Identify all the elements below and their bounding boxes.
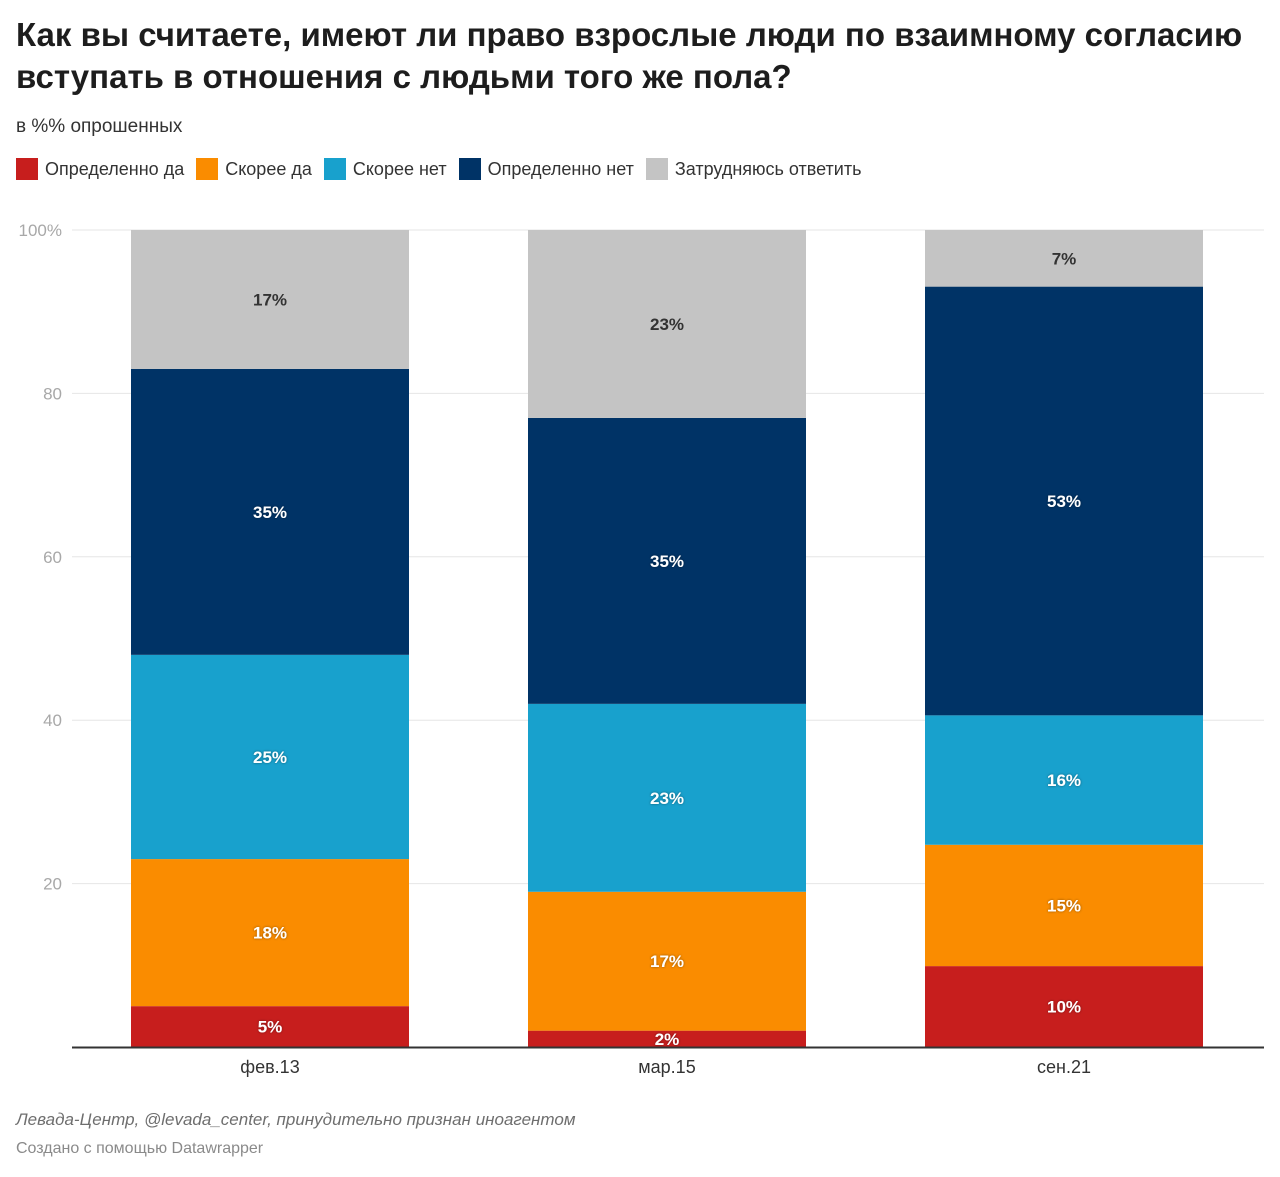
legend-item-rather-yes: Скорее да [196, 158, 312, 180]
x-tick-label: мар.15 [638, 1057, 695, 1077]
value-label: 35% [650, 552, 684, 571]
bar-stack [925, 230, 1203, 1047]
bars [131, 230, 1203, 1047]
value-label: 23% [650, 789, 684, 808]
value-label: 53% [1047, 492, 1081, 511]
legend-swatch [196, 158, 219, 180]
bar-segment [528, 230, 806, 418]
value-label: 16% [1047, 771, 1081, 790]
stacked-bar-chart: 20 40 60 80 100% 5% 18% 25% 35% 17% 2% 17% 23% 35% 23… [19, 221, 1264, 1077]
value-label: 18% [253, 924, 287, 943]
legend-swatch [16, 158, 38, 180]
bar-segment [925, 286, 1203, 716]
bar-segment [131, 230, 409, 369]
credit-note: Создано с помощью Datawrapper [16, 1140, 264, 1157]
y-tick-label: 100% [19, 221, 62, 240]
bar-segment [528, 417, 806, 704]
value-labels: 5% 18% 25% 35% 17% 2% 17% 23% 35% 23% 10% 15% 16% 53%… [253, 249, 1081, 1049]
x-axis: фев.13 мар.15 сен.21 [72, 1046, 1264, 1077]
bar-segment [925, 715, 1203, 845]
bar-segment [528, 891, 806, 1031]
value-label: 10% [1047, 998, 1081, 1017]
legend-item-hard-to-say: Затрудняюсь ответить [645, 158, 862, 180]
bar-segment [528, 703, 806, 892]
bar-segment [131, 1006, 409, 1047]
legend-item-rather-no: Скорее нет [323, 158, 447, 180]
y-tick-label: 40 [43, 711, 62, 730]
bar-segment [925, 966, 1203, 1047]
bar-segment [131, 368, 409, 655]
legend-label: Затрудняюсь ответить [674, 158, 862, 179]
legend-swatch [323, 158, 346, 180]
value-label: 25% [253, 748, 287, 767]
bar-stack [528, 230, 806, 1047]
legend-label: Определенно да [45, 158, 185, 179]
value-label: 17% [650, 952, 684, 971]
chart-subtitle: в %% опрошенных [16, 116, 183, 137]
source-note: Левада-Центр, @levada_center, принудител… [16, 1110, 576, 1129]
value-label: 15% [1047, 896, 1081, 915]
x-tick-label: фев.13 [240, 1057, 299, 1077]
y-tick-label: 20 [43, 875, 62, 894]
legend-label: Определенно нет [487, 158, 634, 179]
value-label: 23% [650, 315, 684, 334]
bar-segment [131, 859, 409, 1007]
bar-segment [131, 654, 409, 860]
value-label: 17% [253, 290, 287, 309]
value-label: 7% [1052, 249, 1077, 268]
legend-swatch [458, 158, 481, 180]
legend: Определенно да Скорее да Скорее нет Опре… [16, 158, 873, 180]
legend-item-definitely-no: Определенно нет [458, 158, 634, 180]
legend-label: Скорее нет [352, 158, 447, 179]
y-tick-label: 60 [43, 548, 62, 567]
y-axis: 20 40 60 80 100% [19, 221, 62, 894]
bar-segment [925, 230, 1203, 287]
bar-segment [925, 844, 1203, 967]
value-label: 5% [258, 1018, 283, 1037]
legend-label: Скорее да [225, 158, 312, 179]
value-label: 2% [655, 1030, 680, 1049]
y-tick-label: 80 [43, 384, 62, 403]
value-label: 35% [253, 503, 287, 522]
legend-item-definitely-yes: Определенно да [16, 158, 184, 180]
x-tick-label: сен.21 [1037, 1057, 1091, 1077]
bar-segment [528, 1030, 806, 1047]
legend-swatch [645, 158, 668, 180]
bar-stack [131, 230, 409, 1047]
chart-title: Как вы считаете, имеют ли право взрослые… [16, 16, 1243, 95]
